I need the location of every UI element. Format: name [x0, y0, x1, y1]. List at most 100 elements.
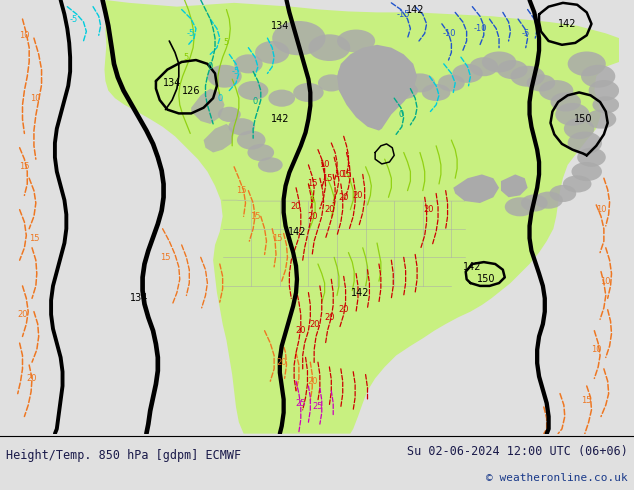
- Ellipse shape: [422, 84, 450, 101]
- Text: 10: 10: [596, 205, 606, 214]
- Ellipse shape: [207, 65, 242, 88]
- Ellipse shape: [555, 103, 590, 126]
- Text: Su 02-06-2024 12:00 UTC (06+06): Su 02-06-2024 12:00 UTC (06+06): [407, 445, 628, 458]
- Ellipse shape: [338, 64, 368, 83]
- Text: 20: 20: [324, 205, 335, 214]
- Text: 15: 15: [581, 396, 592, 405]
- Text: -5: -5: [232, 67, 240, 76]
- Text: 0: 0: [217, 94, 223, 103]
- Text: Height/Temp. 850 hPa [gdpm] ECMWF: Height/Temp. 850 hPa [gdpm] ECMWF: [6, 448, 242, 462]
- Ellipse shape: [567, 51, 605, 76]
- Text: 134: 134: [271, 21, 289, 31]
- Text: -5: -5: [70, 15, 78, 24]
- Text: 150: 150: [477, 274, 496, 284]
- Text: 0: 0: [252, 98, 257, 106]
- Text: 10: 10: [333, 170, 344, 179]
- Ellipse shape: [588, 80, 619, 101]
- Text: 20: 20: [310, 319, 320, 329]
- Ellipse shape: [255, 41, 289, 64]
- Ellipse shape: [577, 147, 605, 167]
- Ellipse shape: [482, 51, 516, 73]
- Text: 10: 10: [19, 31, 30, 40]
- Text: 15: 15: [307, 179, 318, 189]
- Text: 25: 25: [295, 399, 306, 408]
- Ellipse shape: [370, 85, 404, 106]
- Ellipse shape: [356, 74, 383, 92]
- Text: -10: -10: [473, 24, 487, 33]
- Polygon shape: [501, 174, 527, 197]
- Ellipse shape: [563, 175, 592, 193]
- Text: 134: 134: [129, 294, 148, 303]
- Ellipse shape: [497, 60, 527, 79]
- Text: 142: 142: [406, 4, 424, 15]
- Text: 15: 15: [19, 162, 30, 171]
- Text: 20: 20: [276, 358, 287, 367]
- Text: 10: 10: [30, 94, 41, 103]
- Ellipse shape: [218, 107, 241, 122]
- Text: 15: 15: [272, 234, 282, 243]
- Text: 20: 20: [27, 374, 37, 383]
- Text: 20: 20: [339, 305, 349, 314]
- Text: 20: 20: [339, 193, 349, 202]
- Ellipse shape: [404, 74, 435, 93]
- Ellipse shape: [527, 74, 555, 92]
- Text: 20: 20: [424, 205, 434, 214]
- Ellipse shape: [510, 66, 545, 87]
- Ellipse shape: [470, 57, 498, 76]
- Text: 15: 15: [29, 234, 39, 243]
- Ellipse shape: [247, 144, 274, 161]
- Text: 20: 20: [291, 202, 301, 211]
- Text: 20: 20: [17, 310, 28, 319]
- Ellipse shape: [534, 192, 563, 209]
- Text: 15: 15: [250, 212, 261, 221]
- Ellipse shape: [581, 65, 616, 88]
- Text: 20: 20: [295, 326, 306, 335]
- Polygon shape: [204, 124, 234, 152]
- Text: -5: -5: [522, 29, 530, 38]
- Ellipse shape: [228, 118, 255, 135]
- Text: 142: 142: [288, 226, 306, 237]
- Ellipse shape: [318, 74, 345, 92]
- Ellipse shape: [438, 74, 465, 92]
- Ellipse shape: [505, 197, 535, 217]
- Ellipse shape: [592, 96, 619, 113]
- Text: 10: 10: [591, 345, 602, 354]
- Text: 126: 126: [182, 86, 200, 96]
- Ellipse shape: [452, 64, 483, 83]
- Text: © weatheronline.co.uk: © weatheronline.co.uk: [486, 472, 628, 483]
- Text: 134: 134: [163, 78, 181, 88]
- Text: -10: -10: [443, 29, 456, 38]
- Text: 0: 0: [207, 62, 213, 71]
- Ellipse shape: [234, 54, 262, 74]
- Text: 20: 20: [307, 212, 318, 221]
- Ellipse shape: [550, 185, 576, 202]
- Ellipse shape: [550, 93, 581, 112]
- Text: 5: 5: [184, 53, 189, 62]
- Text: 20: 20: [324, 313, 335, 322]
- Ellipse shape: [272, 21, 326, 55]
- Ellipse shape: [564, 118, 594, 139]
- Text: 15: 15: [160, 253, 171, 262]
- Text: 25: 25: [313, 402, 323, 412]
- Ellipse shape: [389, 82, 418, 99]
- Text: 142: 142: [559, 19, 577, 29]
- Ellipse shape: [237, 130, 266, 149]
- Text: 10: 10: [600, 277, 611, 286]
- Text: 15: 15: [322, 174, 333, 183]
- Polygon shape: [105, 0, 619, 434]
- Ellipse shape: [308, 34, 351, 61]
- Text: 5: 5: [309, 196, 315, 205]
- Ellipse shape: [521, 195, 548, 212]
- Text: 20: 20: [353, 191, 363, 200]
- Text: 150: 150: [574, 114, 592, 124]
- Text: 20: 20: [307, 377, 318, 386]
- Text: 10: 10: [320, 160, 330, 170]
- Text: 5: 5: [224, 38, 229, 48]
- Polygon shape: [191, 89, 224, 124]
- Ellipse shape: [337, 29, 375, 52]
- Ellipse shape: [567, 131, 602, 154]
- Ellipse shape: [586, 110, 616, 129]
- Text: -15: -15: [397, 10, 410, 19]
- Ellipse shape: [571, 162, 602, 181]
- Ellipse shape: [258, 157, 283, 172]
